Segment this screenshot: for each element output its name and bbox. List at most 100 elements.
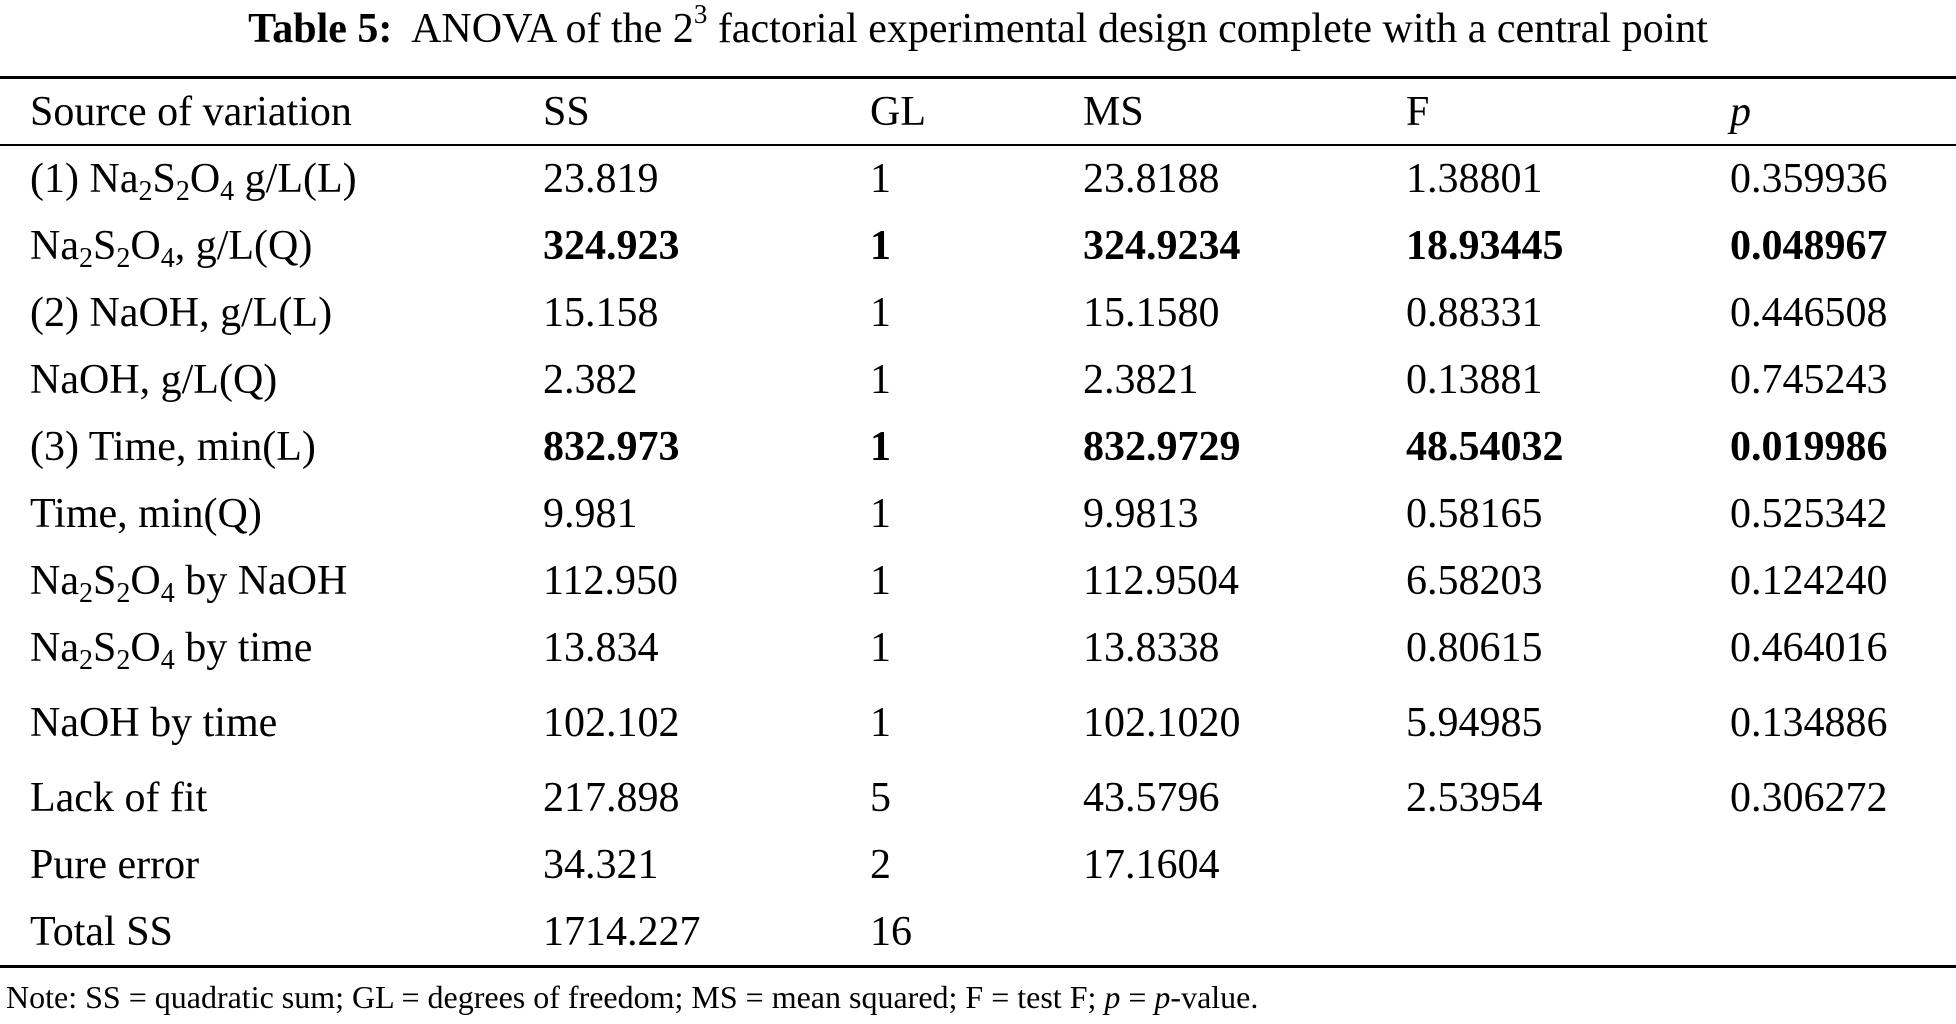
table-row: Lack of fit 217.898 5 43.5796 2.53954 0.30627… <box>0 764 1956 831</box>
caption-text-rest: factorial experimental design complete w… <box>707 6 1708 52</box>
cell-source: Na2S2O4, g/L(Q) <box>0 212 543 279</box>
cell-gl: 1 <box>870 423 891 470</box>
source-text: g/L(L) <box>234 155 357 202</box>
cell-f: 0.58165 <box>1406 490 1543 537</box>
formula-element: Na <box>89 155 139 202</box>
cell-gl: 16 <box>870 908 912 955</box>
header-p: p <box>1730 89 1751 135</box>
chemical-formula: Na2S2O4 <box>30 624 175 675</box>
caption-superscript: 3 <box>693 0 708 29</box>
cell-ss: 102.102 <box>543 699 680 746</box>
cell-ss: 324.923 <box>543 222 680 269</box>
cell-ms: 15.1580 <box>1083 289 1220 336</box>
chemical-formula: Na2S2O4 <box>89 155 234 206</box>
note-p-value-word: p <box>1154 979 1171 1015</box>
cell-ms: 112.9504 <box>1083 557 1239 604</box>
cell-ms: 23.8188 <box>1083 155 1220 202</box>
cell-gl: 1 <box>870 356 891 403</box>
table-body: (1) Na2S2O4 g/L(L) 23.819 1 23.8188 1.38801 0… <box>0 145 1956 965</box>
cell-gl: 1 <box>870 624 891 671</box>
cell-p: 0.048967 <box>1730 222 1888 269</box>
header-ms: MS <box>1083 89 1144 135</box>
table-row: (1) Na2S2O4 g/L(L) 23.819 1 23.8188 1.38801 0… <box>0 145 1956 212</box>
source-text: (2) NaOH, g/L(L) <box>30 289 333 336</box>
header-f: F <box>1406 89 1430 135</box>
cell-ss: 2.382 <box>543 356 638 403</box>
formula-element: O <box>130 557 161 604</box>
cell-p: 0.124240 <box>1730 557 1888 604</box>
formula-element: O <box>130 222 161 269</box>
cell-ss: 1714.227 <box>543 908 701 955</box>
cell-p: 0.019986 <box>1730 423 1888 470</box>
cell-source: Na2S2O4 by time <box>0 614 543 681</box>
table-note: Note: SS = quadratic sum; GL = degrees o… <box>6 975 1258 1019</box>
header-row: Source of variation SS GL MS F p <box>0 79 1956 145</box>
note-text: Note: SS = quadratic sum; GL = degrees o… <box>6 979 1105 1015</box>
cell-f: 0.88331 <box>1406 289 1543 336</box>
cell-ss: 23.819 <box>543 155 659 202</box>
bottom-rule <box>0 965 1956 968</box>
cell-ss: 217.898 <box>543 774 680 821</box>
formula-subscript: 2 <box>78 242 93 274</box>
cell-p: 0.134886 <box>1730 699 1888 746</box>
source-text: NaOH, g/L(Q) <box>30 356 278 403</box>
note-text-eq: = <box>1120 979 1155 1015</box>
formula-element: S <box>152 155 176 202</box>
source-text: Lack of fit <box>30 774 208 821</box>
formula-element: O <box>189 155 221 202</box>
cell-ss: 15.158 <box>543 289 659 336</box>
cell-ms: 13.8338 <box>1083 624 1220 671</box>
cell-f: 0.13881 <box>1406 356 1543 403</box>
cell-p: 0.525342 <box>1730 490 1888 537</box>
formula-subscript: 2 <box>138 175 153 207</box>
cell-f: 2.53954 <box>1406 774 1543 821</box>
table-row: (3) Time, min(L) 832.973 1 832.9729 48.54032… <box>0 413 1956 480</box>
cell-source: (2) NaOH, g/L(L) <box>0 279 543 346</box>
cell-ss: 112.950 <box>543 557 678 604</box>
cell-source: (1) Na2S2O4 g/L(L) <box>0 145 543 212</box>
cell-f: 1.38801 <box>1406 155 1543 202</box>
cell-gl: 1 <box>870 289 891 336</box>
source-text: by NaOH <box>174 557 348 604</box>
anova-table: Source of variation SS GL MS F p (1) Na2… <box>0 79 1956 965</box>
formula-subscript: 2 <box>78 644 93 676</box>
table-row: Na2S2O4 by NaOH 112.950 1 112.9504 6.58203 0.… <box>0 547 1956 614</box>
source-text: Total SS <box>30 908 173 955</box>
cell-gl: 5 <box>870 774 891 821</box>
cell-source: Lack of fit <box>0 764 543 831</box>
table-row: (2) NaOH, g/L(L) 15.158 1 15.1580 0.88331 0.4… <box>0 279 1956 346</box>
cell-p: 0.745243 <box>1730 356 1888 403</box>
table-row: Pure error 34.321 2 17.1604 <box>0 831 1956 898</box>
table-caption: Table 5: ANOVA of the 23 factorial exper… <box>0 0 1956 66</box>
cell-f <box>1406 898 1730 965</box>
table-row: Total SS 1714.227 16 <box>0 898 1956 965</box>
cell-source: NaOH, g/L(Q) <box>0 346 543 413</box>
cell-ss: 13.834 <box>543 624 659 671</box>
cell-source: (3) Time, min(L) <box>0 413 543 480</box>
cell-f <box>1406 831 1730 898</box>
formula-element: Na <box>30 222 79 269</box>
table-row: NaOH, g/L(Q) 2.382 1 2.3821 0.13881 0.745243 <box>0 346 1956 413</box>
cell-f: 48.54032 <box>1406 423 1564 470</box>
source-text: (1) <box>30 155 90 202</box>
cell-ms: 9.9813 <box>1083 490 1199 537</box>
cell-f: 0.80615 <box>1406 624 1543 671</box>
cell-ms: 102.1020 <box>1083 699 1241 746</box>
cell-ss: 9.981 <box>543 490 638 537</box>
caption-label: Table 5: <box>248 6 393 52</box>
cell-f: 6.58203 <box>1406 557 1543 604</box>
cell-ms: 43.5796 <box>1083 774 1220 821</box>
cell-source: Time, min(Q) <box>0 480 543 547</box>
header-source: Source of variation <box>30 89 352 135</box>
cell-ms: 832.9729 <box>1083 423 1241 470</box>
formula-subscript: 2 <box>116 242 131 274</box>
cell-p <box>1730 898 1956 965</box>
cell-f: 18.93445 <box>1406 222 1564 269</box>
cell-p: 0.446508 <box>1730 289 1888 336</box>
cell-ms: 324.9234 <box>1083 222 1241 269</box>
table-row: Time, min(Q) 9.981 1 9.9813 0.58165 0.525342 <box>0 480 1956 547</box>
formula-element: S <box>92 557 117 604</box>
cell-ms: 17.1604 <box>1083 841 1220 888</box>
source-text: by time <box>174 624 313 671</box>
formula-element: S <box>92 624 117 671</box>
